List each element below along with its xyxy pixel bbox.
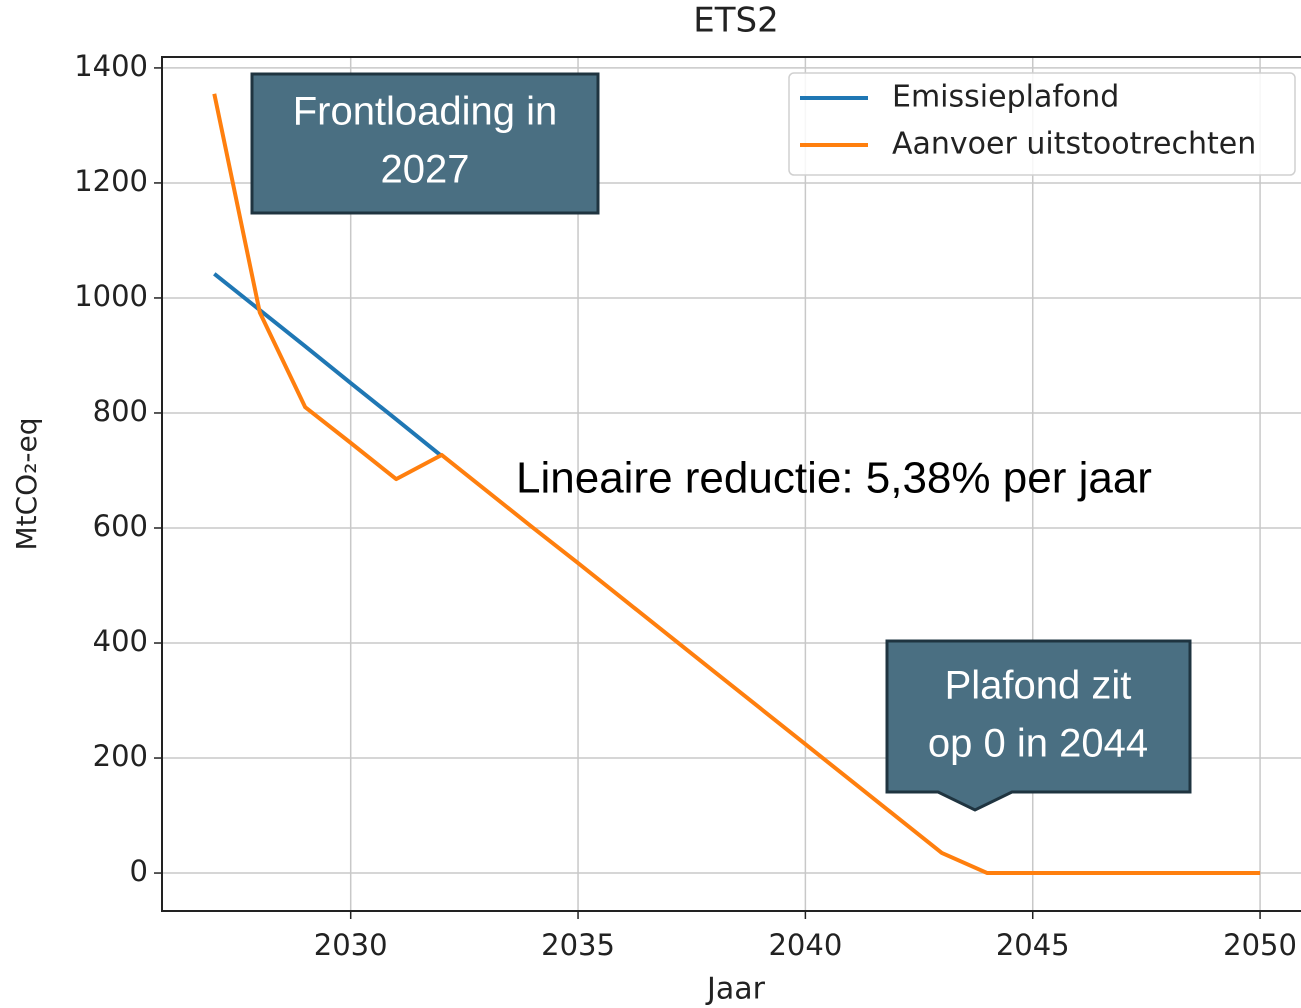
x-tick-label: 2045 xyxy=(996,928,1070,962)
annotation-text: 2027 xyxy=(381,148,470,192)
annotation-text: op 0 in 2044 xyxy=(928,722,1148,766)
y-tick-label: 0 xyxy=(130,854,148,888)
x-tick-label: 2040 xyxy=(768,928,842,962)
annotation-text: Plafond zit xyxy=(945,664,1132,708)
y-tick-label: 600 xyxy=(93,509,148,543)
y-axis-label: MtCO₂-eq xyxy=(10,417,43,550)
annotation-text: Lineaire reductie: 5,38% per jaar xyxy=(516,454,1152,503)
annotation-box xyxy=(885,639,1192,812)
legend-label: Emissieplafond xyxy=(892,80,1119,115)
axes-frame xyxy=(161,56,1301,912)
y-tick-label: 1000 xyxy=(74,279,148,313)
x-tick-label: 2050 xyxy=(1223,928,1297,962)
series-line xyxy=(213,272,443,458)
legend-box xyxy=(788,72,1296,176)
chart-title: ETS2 xyxy=(693,1,778,41)
y-tick-label: 200 xyxy=(93,739,148,773)
x-axis-label: Jaar xyxy=(705,972,766,1007)
legend-label: Aanvoer uitstootrechten xyxy=(892,127,1256,162)
y-tick-label: 1200 xyxy=(74,164,148,198)
series-line xyxy=(212,93,1261,876)
x-tick-label: 2035 xyxy=(541,928,615,962)
annotation-box xyxy=(250,72,600,215)
x-tick-label: 2030 xyxy=(314,928,388,962)
y-tick-label: 400 xyxy=(93,624,148,658)
annotation-text: Frontloading in xyxy=(293,90,558,134)
y-tick-label: 800 xyxy=(93,394,148,428)
y-tick-label: 1400 xyxy=(74,49,148,83)
